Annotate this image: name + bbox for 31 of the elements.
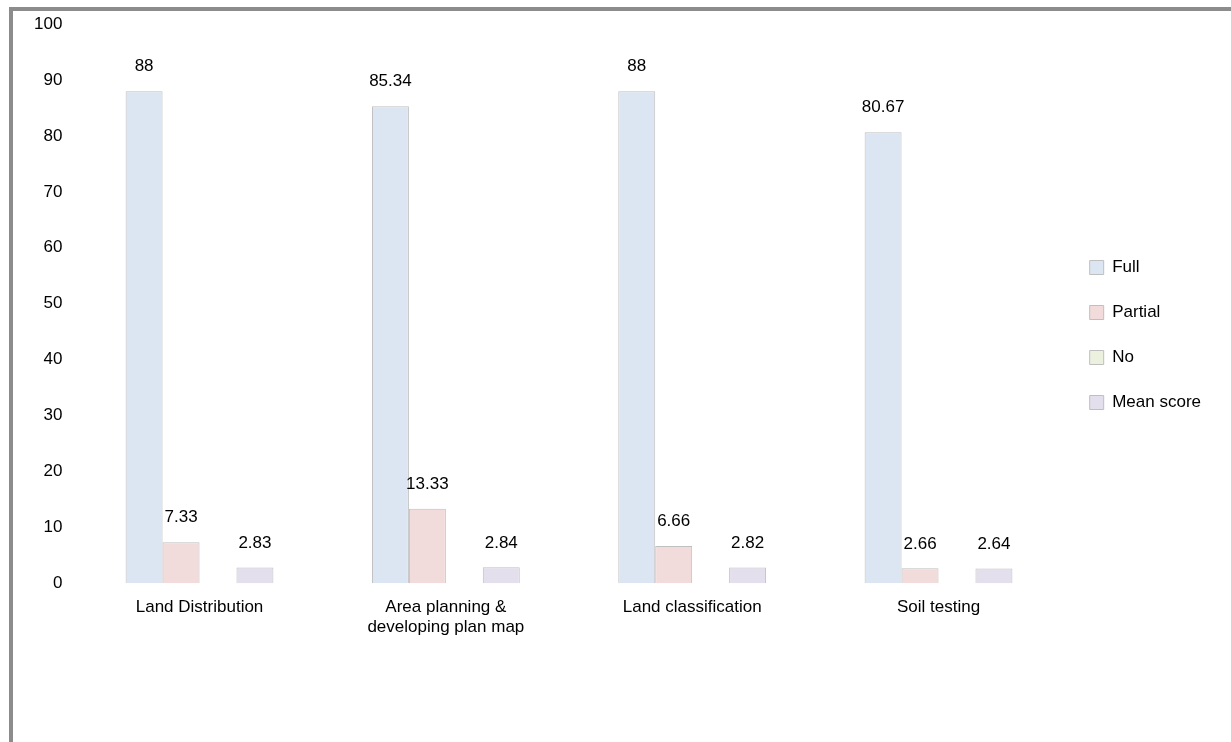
data-label: 88 [134,56,154,76]
y-tick-label: 100 [33,13,63,33]
data-label: 6.66 [657,511,691,531]
y-tick-label: 60 [43,237,63,257]
y-tick-label: 80 [43,125,63,145]
x-tick-label: Land Distribution [135,597,264,617]
data-label: 13.33 [406,473,449,493]
y-tick-label: 30 [43,405,63,425]
legend-label: Partial [1112,302,1161,322]
x-tick-label: Area planning & developing plan map [367,597,525,637]
data-label: 2.66 [903,533,937,553]
data-label: 80.67 [861,97,905,117]
y-tick-label: 20 [43,461,63,481]
legend-label: Full [1112,257,1140,277]
data-label: 2.84 [484,532,518,552]
data-label: 85.34 [369,71,412,91]
y-tick-label: 0 [52,572,63,592]
y-tick-label: 90 [43,69,63,89]
data-label: 2.82 [731,532,765,552]
legend-label: Mean score [1112,392,1202,412]
y-tick-label: 70 [43,181,63,201]
data-label: 2.83 [238,532,272,552]
y-tick-label: 40 [43,349,63,369]
x-tick-label: Land classification [622,597,762,617]
data-label: 7.33 [164,507,198,527]
data-label: 88 [627,56,647,76]
data-label: 2.64 [977,533,1011,553]
legend-label: No [1112,347,1134,367]
y-tick-label: 10 [43,516,63,536]
x-tick-label: Soil testing [896,597,981,617]
y-tick-label: 50 [43,293,63,313]
